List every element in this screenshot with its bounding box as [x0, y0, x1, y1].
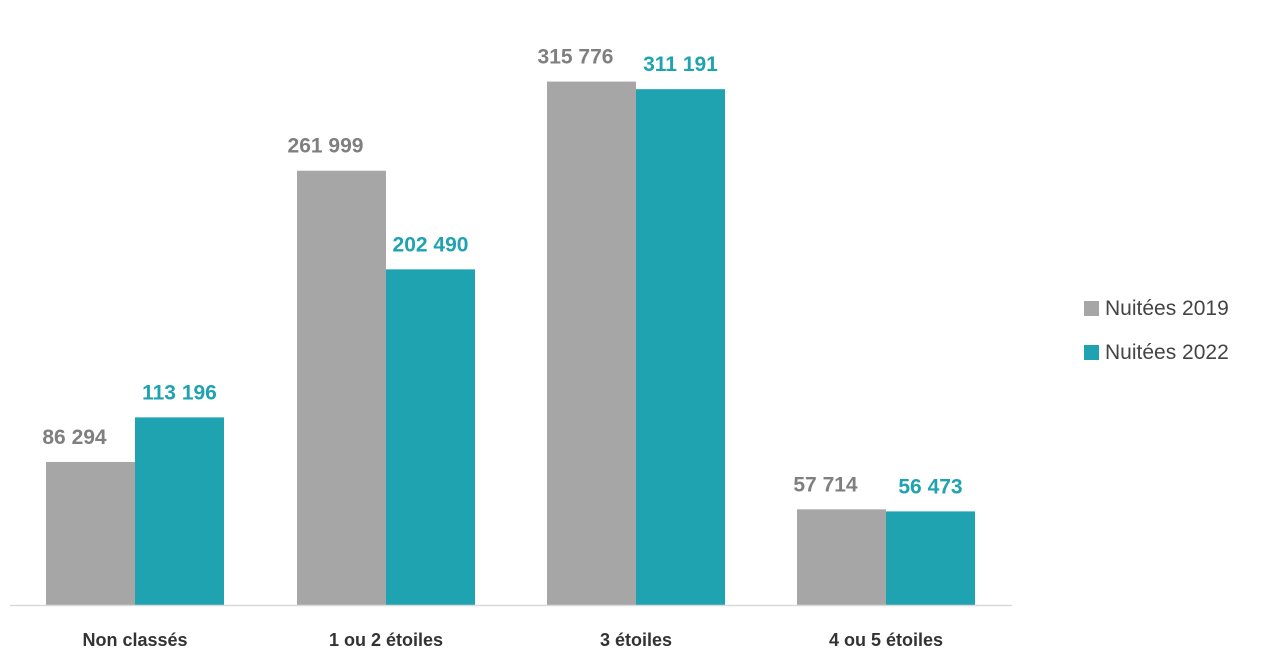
bars — [46, 81, 975, 606]
legend-label: Nuitées 2022 — [1105, 341, 1229, 364]
x-tick-label: Non classés — [82, 630, 187, 650]
bar-2019 — [46, 461, 135, 605]
bar-2019 — [797, 509, 886, 605]
legend-swatch — [1084, 345, 1099, 360]
bar-2019 — [297, 170, 386, 606]
data-label: 261 999 — [288, 135, 364, 158]
data-label: 86 294 — [42, 426, 107, 449]
x-tick-label: 4 ou 5 étoiles — [829, 630, 943, 650]
legend-label: Nuitées 2019 — [1105, 297, 1229, 320]
bar-2022 — [886, 511, 975, 605]
data-label: 311 191 — [643, 53, 718, 76]
bar-2022 — [135, 417, 224, 605]
legend: Nuitées 2019 Nuitées 2022 — [1084, 297, 1229, 364]
data-label: 315 776 — [538, 46, 614, 69]
data-label: 202 490 — [393, 233, 469, 256]
x-tick-label: 1 ou 2 étoiles — [329, 630, 443, 650]
x-tick-label: 3 étoiles — [600, 630, 672, 650]
legend-swatch — [1084, 301, 1099, 316]
bar-2022 — [636, 89, 725, 605]
bar-2019 — [547, 81, 636, 606]
data-label: 57 714 — [793, 473, 858, 496]
data-label: 113 196 — [142, 381, 217, 404]
x-axis-tick-labels: Non classés 1 ou 2 étoiles 3 étoiles 4 ou 5… — [82, 630, 943, 650]
data-labels: 86 294 113 196 261 999 202 490 315 776 311 19… — [42, 46, 962, 499]
bar-2022 — [386, 269, 475, 605]
data-label: 56 473 — [898, 475, 962, 498]
